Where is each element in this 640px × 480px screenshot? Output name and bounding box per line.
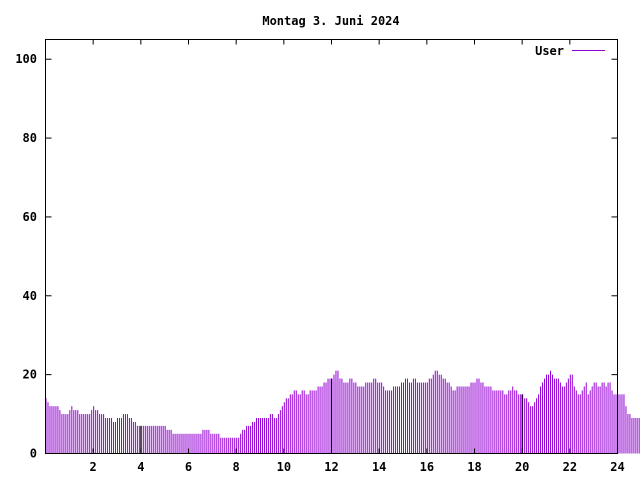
legend-label: User: [535, 44, 564, 58]
x-tick-label: 10: [277, 460, 291, 474]
x-tick-label: 22: [563, 460, 577, 474]
x-tick-label: 8: [233, 460, 240, 474]
bars-layer: [45, 370, 640, 454]
x-tick-label: 24: [610, 460, 624, 474]
x-tick-label: 2: [90, 460, 97, 474]
legend: User: [535, 44, 605, 58]
x-tick-label: 6: [185, 460, 192, 474]
x-tick-label: 20: [515, 460, 529, 474]
x-tick-label: 18: [467, 460, 481, 474]
chart-title: Montag 3. Juni 2024: [262, 14, 399, 28]
y-tick-label: 0: [30, 447, 37, 461]
y-tick-label: 40: [23, 289, 37, 303]
y-tick-label: 100: [15, 52, 37, 66]
y-tick-label: 80: [23, 131, 37, 145]
y-tick-label: 20: [23, 368, 37, 382]
y-tick-label: 60: [23, 210, 37, 224]
x-tick-label: 16: [420, 460, 434, 474]
x-tick-label: 12: [324, 460, 338, 474]
x-tick-label: 14: [372, 460, 386, 474]
x-tick-label: 4: [137, 460, 144, 474]
